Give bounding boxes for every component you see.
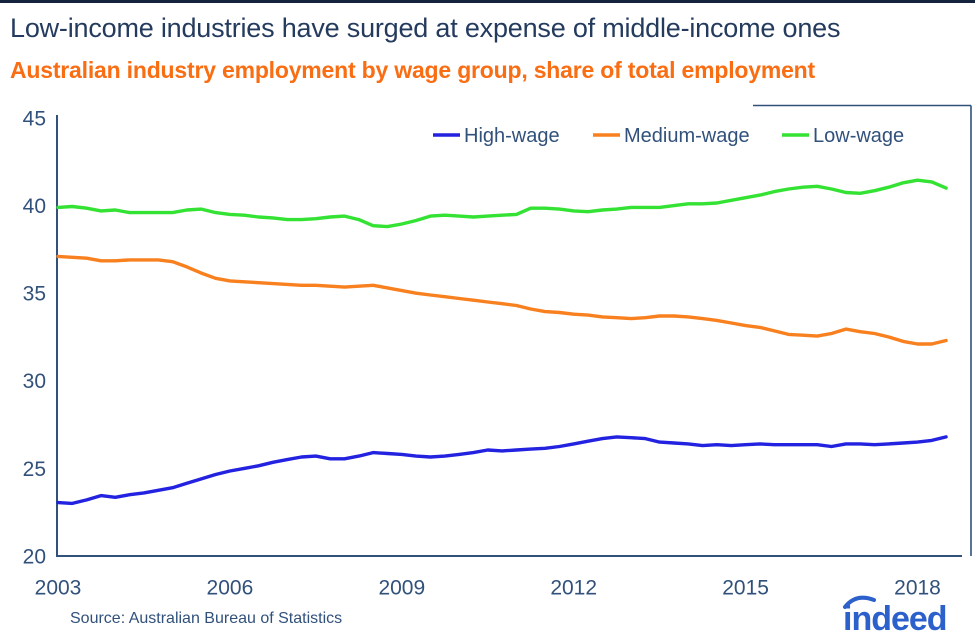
y-tick-label: 40 bbox=[23, 195, 46, 218]
indeed-logo-swoosh-icon bbox=[843, 595, 876, 609]
series-line-high-wage bbox=[56, 435, 948, 506]
x-tick-label: 2018 bbox=[894, 576, 941, 599]
chart-title: Low-income industries have surged at exp… bbox=[10, 13, 841, 43]
y-tick-label: 25 bbox=[23, 458, 46, 481]
legend-label-low-wage: Low-wage bbox=[813, 125, 904, 147]
x-axis-tick-labels: 2003 2006 2009 2012 2015 2018 bbox=[35, 576, 941, 599]
series-line-medium-wage bbox=[56, 254, 948, 346]
legend-label-medium-wage: Medium-wage bbox=[624, 125, 750, 147]
chart-legend: High-wage Medium-wage Low-wage bbox=[433, 125, 904, 147]
indeed-logo: indeed bbox=[843, 595, 948, 636]
chart-plot-area: 45 40 35 30 25 20 2003 2006 2009 2012 2015 2018 Hi… bbox=[23, 104, 972, 599]
legend-label-high-wage: High-wage bbox=[464, 125, 560, 147]
source-note: Source: Australian Bureau of Statistics bbox=[70, 610, 343, 627]
chart-series-lines bbox=[56, 178, 948, 506]
y-tick-label: 45 bbox=[23, 107, 46, 130]
chart-subtitle: Australian industry employment by wage g… bbox=[10, 57, 815, 83]
indeed-logo-text: indeed bbox=[843, 600, 947, 636]
x-tick-label: 2012 bbox=[550, 576, 597, 599]
y-tick-label: 35 bbox=[23, 283, 46, 306]
axis-lines bbox=[56, 115, 962, 557]
y-tick-label: 20 bbox=[23, 545, 46, 568]
x-tick-label: 2009 bbox=[378, 576, 425, 599]
x-tick-label: 2015 bbox=[722, 576, 769, 599]
y-tick-label: 30 bbox=[23, 370, 46, 393]
series-line-low-wage bbox=[56, 178, 948, 229]
y-axis-tick-labels: 45 40 35 30 25 20 bbox=[23, 107, 46, 568]
x-tick-label: 2003 bbox=[35, 576, 82, 599]
x-tick-label: 2006 bbox=[207, 576, 254, 599]
